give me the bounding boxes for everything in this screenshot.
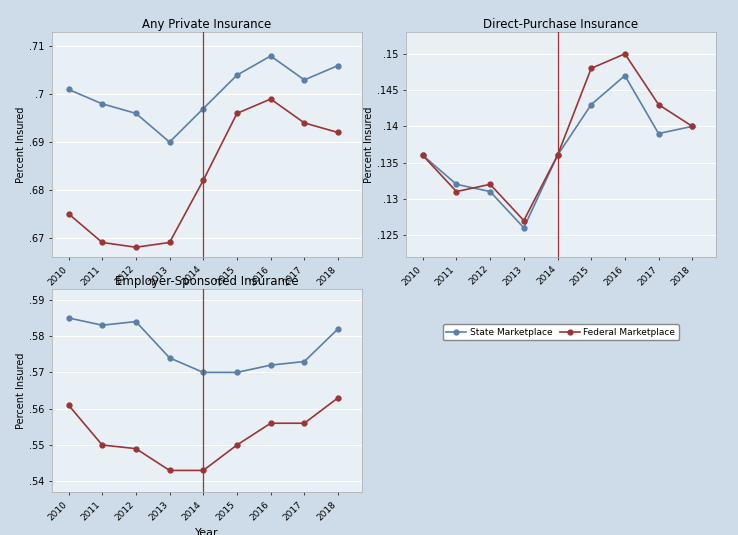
Legend: State Marketplace, Federal Marketplace: State Marketplace, Federal Marketplace xyxy=(89,324,325,340)
Title: Direct-Purchase Insurance: Direct-Purchase Insurance xyxy=(483,18,638,31)
Y-axis label: Percent Insured: Percent Insured xyxy=(15,353,26,429)
Title: Any Private Insurance: Any Private Insurance xyxy=(142,18,272,31)
Y-axis label: Percent Insured: Percent Insured xyxy=(16,106,26,182)
Title: Employer-Sponsored Insurance: Employer-Sponsored Insurance xyxy=(115,275,298,288)
Legend: State Marketplace, Federal Marketplace: State Marketplace, Federal Marketplace xyxy=(443,324,679,340)
Y-axis label: Percent Insured: Percent Insured xyxy=(364,106,374,182)
X-axis label: Year: Year xyxy=(195,528,218,535)
